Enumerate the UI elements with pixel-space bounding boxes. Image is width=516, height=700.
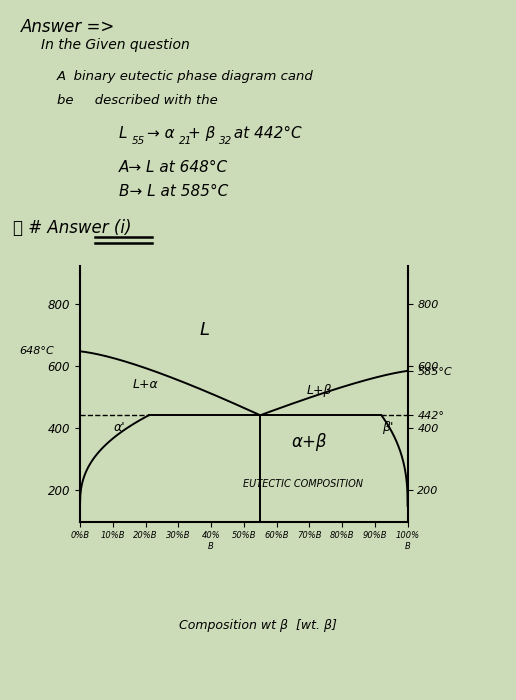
Text: A→ L at 648°C: A→ L at 648°C <box>119 160 228 174</box>
Text: L: L <box>200 321 209 339</box>
Text: at 442°C: at 442°C <box>229 126 301 141</box>
Text: 21: 21 <box>179 136 192 146</box>
Text: A  binary eutectic phase diagram cand: A binary eutectic phase diagram cand <box>57 70 314 83</box>
Text: be     described with the: be described with the <box>57 94 218 107</box>
Text: 55: 55 <box>132 136 145 146</box>
Text: L: L <box>119 126 127 141</box>
Text: ⒪ # Answer (i): ⒪ # Answer (i) <box>13 219 132 237</box>
Text: → α: → α <box>147 126 175 141</box>
Text: Answer =>: Answer => <box>21 18 115 36</box>
Text: B→ L at 585°C: B→ L at 585°C <box>119 184 228 199</box>
Text: + β: + β <box>188 126 216 141</box>
Text: In the Given question: In the Given question <box>41 38 190 52</box>
Text: Composition wt β  [wt. β]: Composition wt β [wt. β] <box>179 620 337 633</box>
Text: EUTECTIC COMPOSITION: EUTECTIC COMPOSITION <box>243 480 363 489</box>
Text: 32: 32 <box>219 136 232 146</box>
Text: β': β' <box>382 421 394 435</box>
Text: α': α' <box>114 421 125 435</box>
Text: L+α: L+α <box>133 378 158 391</box>
Text: 648°C: 648°C <box>19 346 54 356</box>
Text: L+β: L+β <box>307 384 332 397</box>
Text: α+β: α+β <box>292 433 327 451</box>
